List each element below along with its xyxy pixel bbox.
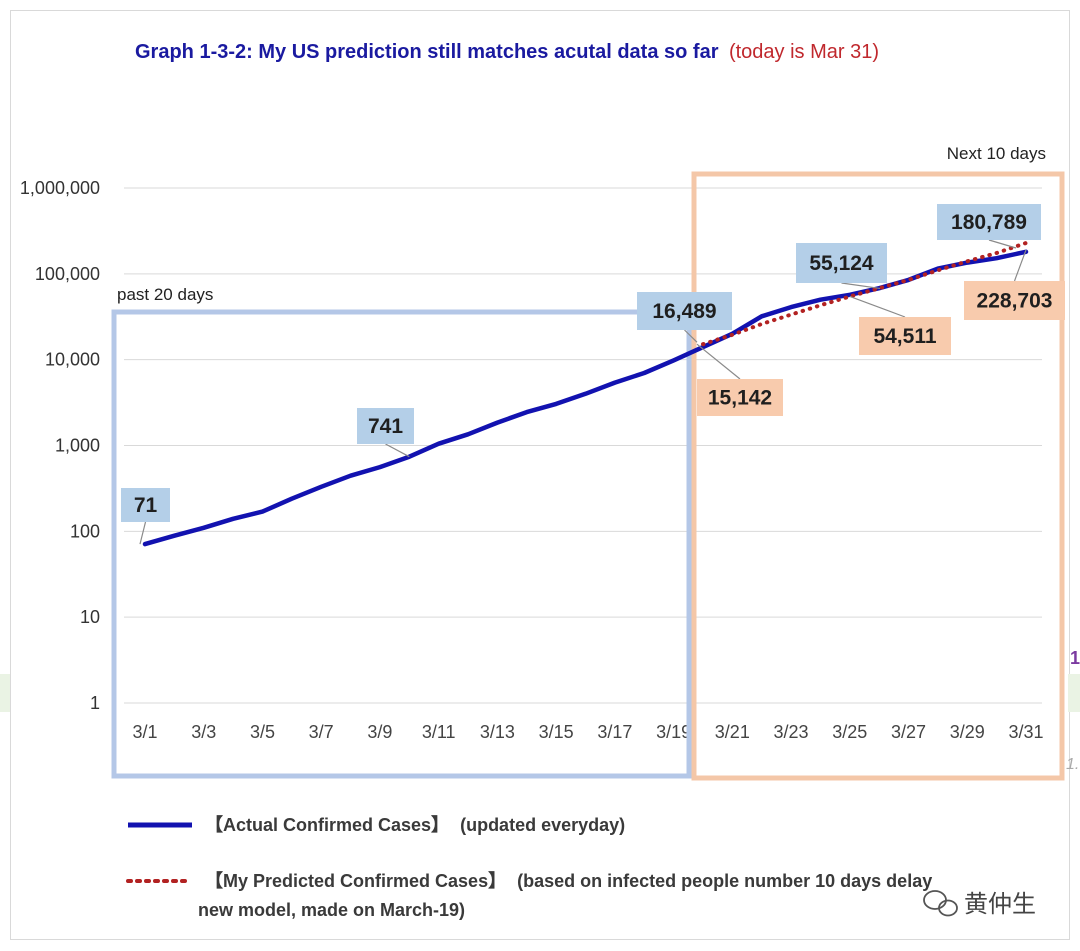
region-next-10-days [691,171,1065,781]
region-past-20-days-label: past 20 days [117,285,213,304]
data-label-leader [849,295,906,318]
data-label-leader [988,239,1017,249]
data-label-leader [841,282,881,290]
x-axis-ticks: 3/1 3/3 3/5 3/7 3/9 3/11 3/13 3/15 3/17 3/19 3/21 3… [132,722,1043,742]
data-labels: 71 741 16,489 15,142 55,124 54,511 180,789 228,… [121,204,1065,545]
wechat-icon [923,890,958,917]
x-tick-label: 3/23 [774,722,809,742]
background-cell-right [1068,674,1080,712]
x-tick-label: 3/3 [191,722,216,742]
y-tick-label: 1,000 [55,436,100,456]
data-label: 54,511 [873,325,936,348]
data-label-leader [1013,249,1027,282]
stray-cell-text: 1 [1070,648,1080,668]
data-label: 55,124 [809,252,874,275]
region-next-10-days-label: Next 10 days [947,144,1046,163]
y-tick-label: 1 [90,693,100,713]
data-label-box [357,408,414,444]
legend-predicted-name: 【My Predicted Confirmed Cases】 [205,871,506,891]
y-tick-label: 100 [70,521,100,541]
y-tick-label: 100,000 [35,264,100,284]
data-label-leader [385,443,410,458]
x-tick-label: 3/17 [597,722,632,742]
x-tick-label: 3/25 [832,722,867,742]
data-label-leader [696,343,741,380]
data-label: 741 [368,415,403,438]
x-tick-label: 3/13 [480,722,515,742]
data-label: 15,142 [708,387,772,410]
x-tick-label: 3/29 [950,722,985,742]
x-tick-label: 3/15 [539,722,574,742]
y-tick-label: 1,000,000 [20,178,100,198]
data-label: 16,489 [652,300,716,323]
background-cell-left [0,674,10,712]
y-tick-label: 10 [80,607,100,627]
x-tick-label: 3/7 [309,722,334,742]
y-tick-label: 10,000 [45,350,100,370]
legend-predicted-note-line2: new model, made on March-19) [198,900,465,920]
legend-predicted-text: 【My Predicted Confirmed Cases】 (based on… [205,871,932,891]
data-label-box [697,379,783,416]
x-tick-label: 3/9 [367,722,392,742]
x-tick-label: 3/21 [715,722,750,742]
stray-cell-text-2: 1. [1066,756,1080,773]
legend-actual-name: 【Actual Confirmed Cases】 [205,815,449,835]
watermark-text: 黄仲生 [964,891,1036,918]
x-tick-label: 3/5 [250,722,275,742]
chart-frame [10,10,1070,940]
y-axis-ticks: 1 10 100 1,000 10,000 100,000 1,000,000 [20,178,100,713]
x-tick-label: 3/27 [891,722,926,742]
chart-title: Graph 1-3-2: My US prediction still matc… [135,41,879,63]
x-tick-label: 3/11 [422,722,456,742]
region-past-20-days [111,309,692,779]
chart-title-main: Graph 1-3-2: My US prediction still matc… [135,41,719,63]
data-label: 180,789 [951,211,1027,234]
series-lines [142,241,1029,547]
data-label-leader [684,329,698,343]
chart-title-suffix: (today is Mar 31) [729,41,879,63]
data-label-box [121,488,170,522]
data-label: 228,703 [977,290,1053,313]
gridlines [124,187,1042,704]
data-label-box [964,281,1065,320]
data-label-box [796,243,887,283]
data-label: 71 [134,494,158,517]
series-actual-line [142,249,1029,547]
legend-predicted-note: (based on infected people number 10 days… [517,871,932,891]
data-label-box [637,292,732,330]
legend-actual-text: 【Actual Confirmed Cases】 (updated everyd… [205,815,625,835]
data-label-leader [139,521,147,545]
legend-actual-note: (updated everyday) [460,815,625,835]
x-tick-label: 3/1 [132,722,157,742]
x-tick-label: 3/19 [656,722,691,742]
x-tick-label: 3/31 [1008,722,1043,742]
data-label-box [859,317,951,355]
watermark: 黄仲生 [923,890,1036,918]
data-label-box [937,204,1041,240]
